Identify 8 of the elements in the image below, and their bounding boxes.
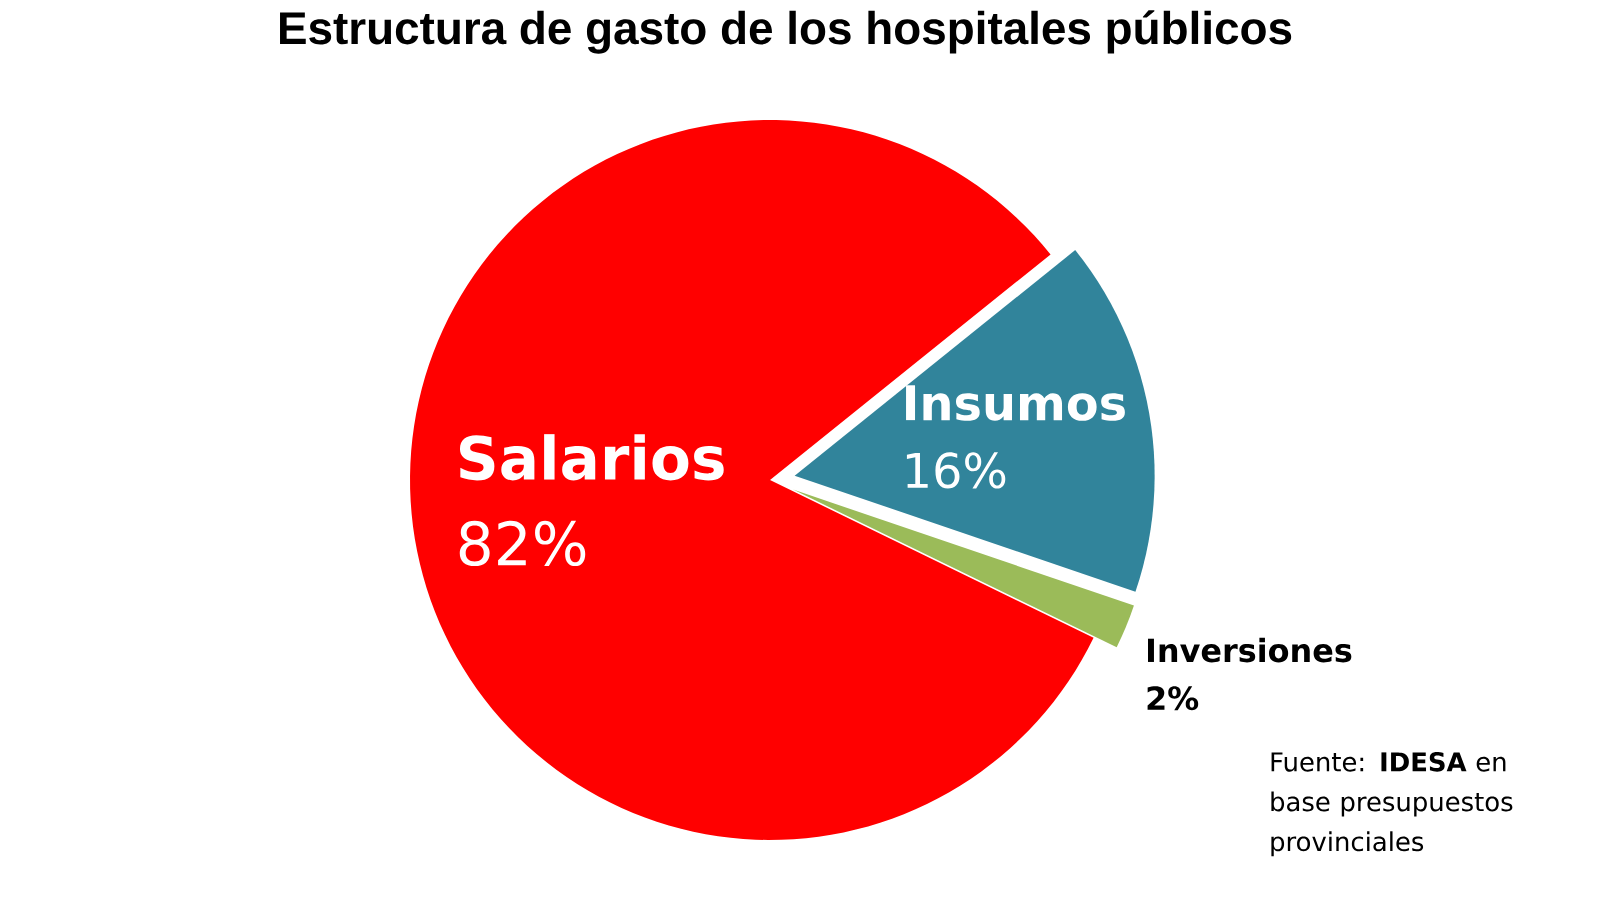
data-label: 82% [459, 520, 586, 567]
slice-label: Insumos [906, 385, 1125, 421]
slice-label: Inversiones [1147, 637, 1352, 663]
source-note: Fuente: IDESA en base presupuestos provinciales [1271, 752, 1513, 857]
slice-label: Salarios [459, 434, 724, 481]
data-label: 16% [906, 452, 1006, 489]
chart-title: Estructura de gasto de los hospitales públicos [280, 10, 1292, 54]
data-label: 2% [1147, 686, 1199, 711]
